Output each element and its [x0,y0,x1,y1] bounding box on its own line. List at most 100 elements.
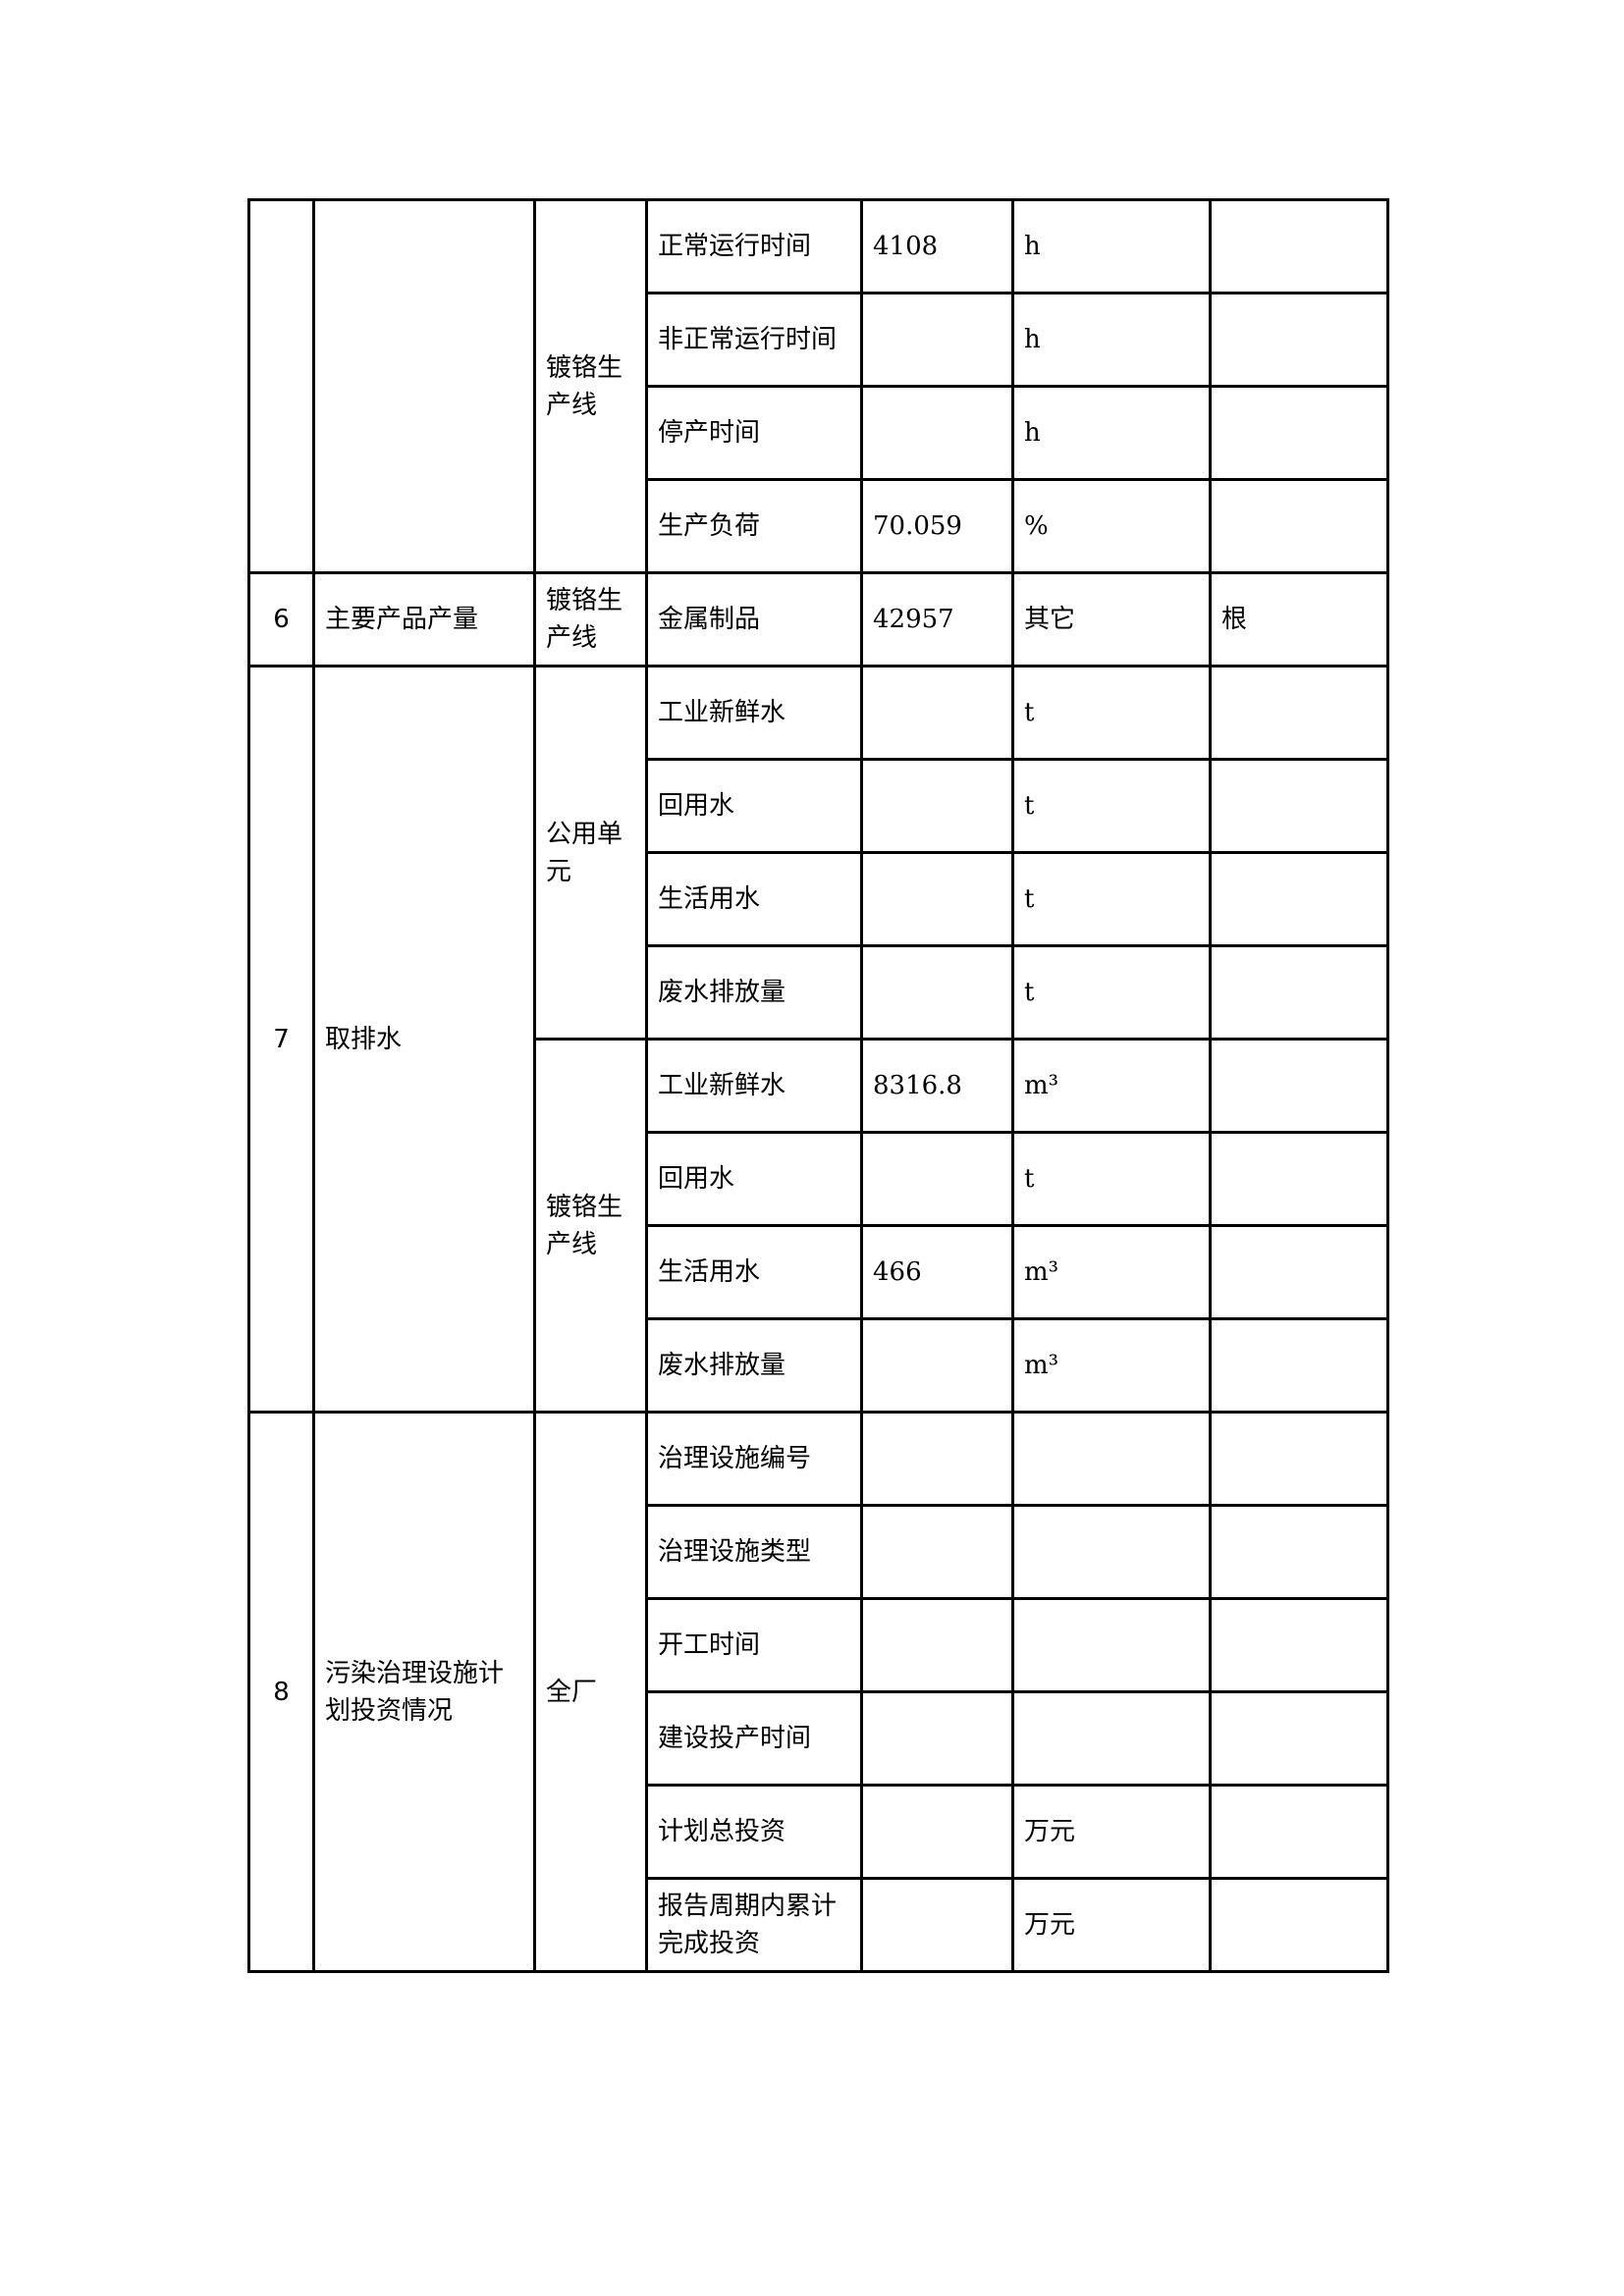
indicator-value [860,1877,1014,1973]
indicator-note [1209,1597,1389,1693]
indicator-unit: t [1011,1131,1212,1227]
indicator-unit [1011,1690,1212,1787]
item-name: 取排水 [312,665,536,1414]
indicator-value [860,1690,1014,1787]
item-name: 主要产品产量 [312,571,536,667]
indicator-name: 报告周期内累计完成投资 [645,1877,863,1973]
indicator-name: 计划总投资 [645,1784,863,1880]
indicator-name: 回用水 [645,758,863,854]
table-row: 回用水 t [249,1131,1389,1227]
indicator-value [860,292,1014,388]
indicator-note [1209,1877,1389,1973]
indicator-name: 工业新鲜水 [645,1038,863,1134]
indicator-note [1209,944,1389,1041]
indicator-note [1209,665,1389,761]
indicator-value: 8316.8 [860,1038,1014,1134]
table-row: 生产负荷 70.059% [249,478,1389,574]
table-row: 生活用水 466 m³ [249,1224,1389,1320]
indicator-unit: t [1011,665,1212,761]
row-number: 8 [247,1411,315,1973]
indicator-name: 开工时间 [645,1597,863,1693]
indicator-value: 70.059 [860,478,1014,574]
indicator-value [860,1317,1014,1414]
production-unit: 公用单元 [533,665,648,1041]
indicator-note [1209,292,1389,388]
item-name: 污染治理设施计划投资情况 [312,1411,536,1973]
indicator-unit: 万元 [1011,1784,1212,1880]
indicator-name: 治理设施类型 [645,1504,863,1600]
indicator-value [860,1597,1014,1693]
indicator-name: 停产时间 [645,385,863,481]
indicator-value [860,851,1014,947]
indicator-note [1209,1690,1389,1787]
table-row: 6 主要产品产量 镀铬生产线 金属制品 42957 其它根 [247,571,1389,667]
indicator-note [1209,1131,1389,1227]
table-row: 停产时间 h [249,385,1389,481]
report-table: 镀铬生产线 正常运行时间 4108 h 非正常运行时间 h 停产时间 h 生产负荷 70.059%… [247,198,1389,1973]
table-row: 镀铬生产线 正常运行时间 4108 h [247,198,1389,574]
item-name [312,198,536,574]
indicator-note: 根 [1209,571,1389,667]
indicator-name: 治理设施编号 [645,1411,863,1507]
indicator-note [1209,478,1389,574]
indicator-value [860,1504,1014,1600]
indicator-note [1209,758,1389,854]
table-row: 废水排放量 m³ [249,1317,1389,1414]
indicator-unit: % [1011,478,1212,574]
indicator-name: 非正常运行时间 [645,292,863,388]
indicator-unit: t [1011,758,1212,854]
table-row: 8 污染治理设施计划投资情况 全厂 治理设施编号 [247,1411,1389,1973]
indicator-value [860,385,1014,481]
indicator-unit [1011,1411,1212,1507]
table-row: 计划总投资 万元 [249,1784,1389,1880]
row-number [247,198,315,574]
indicator-name: 工业新鲜水 [645,665,863,761]
table-row: 建设投产时间 [249,1690,1389,1787]
row-number: 6 [247,571,315,667]
indicator-note [1209,1411,1389,1507]
table-row: 开工时间 [249,1597,1389,1693]
production-unit: 全厂 [533,1411,648,1973]
production-unit: 镀铬生产线 [533,1038,648,1414]
indicator-value: 466 [860,1224,1014,1320]
indicator-unit: t [1011,851,1212,947]
indicator-value [860,1131,1014,1227]
indicator-unit: t [1011,944,1212,1041]
indicator-note [1209,851,1389,947]
indicator-unit: h [1011,385,1212,481]
table-row: 回用水 t [249,758,1389,854]
indicator-unit: 其它 [1011,571,1212,667]
indicator-name: 废水排放量 [645,944,863,1041]
indicator-note [1209,1504,1389,1600]
indicator-value [860,1784,1014,1880]
indicator-unit: m³ [1011,1317,1212,1414]
indicator-note [1209,1317,1389,1414]
indicator-value [860,665,1014,761]
production-unit: 镀铬生产线 [533,571,648,667]
indicator-unit: 万元 [1011,1877,1212,1973]
indicator-name: 生活用水 [645,851,863,947]
indicator-value [860,1411,1014,1507]
indicator-unit: m³ [1011,1224,1212,1320]
table-row: 非正常运行时间 h [249,292,1389,388]
indicator-unit [1011,1504,1212,1600]
indicator-value [860,758,1014,854]
indicator-name: 正常运行时间 [645,198,863,294]
indicator-note [1209,1784,1389,1880]
table-row: 生活用水 t [249,851,1389,947]
row-number: 7 [247,665,315,1414]
production-unit: 镀铬生产线 [533,198,648,574]
indicator-name: 废水排放量 [645,1317,863,1414]
table-row: 报告周期内累计完成投资 万元 [249,1877,1389,1973]
indicator-value: 42957 [860,571,1014,667]
indicator-note [1209,1038,1389,1134]
indicator-name: 建设投产时间 [645,1690,863,1787]
indicator-unit [1011,1597,1212,1693]
indicator-unit: m³ [1011,1038,1212,1134]
table-row: 治理设施类型 [249,1504,1389,1600]
indicator-name: 生产负荷 [645,478,863,574]
indicator-note [1209,385,1389,481]
indicator-name: 回用水 [645,1131,863,1227]
indicator-unit: h [1011,292,1212,388]
indicator-value: 4108 [860,198,1014,294]
